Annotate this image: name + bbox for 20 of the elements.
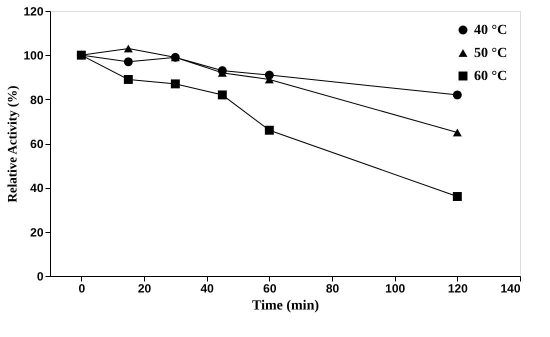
y-tick-label: 40: [30, 181, 44, 196]
y-tick-label: 100: [23, 48, 44, 63]
y-tick-label: 80: [30, 92, 44, 107]
y-tick-label: 20: [30, 225, 44, 240]
x-axis-title: Time (min): [252, 298, 320, 314]
x-tick-label: 140: [500, 282, 521, 296]
x-tick-label: 20: [138, 282, 152, 296]
x-tick-label: 100: [385, 282, 406, 296]
legend-label: 60 °C: [474, 69, 508, 84]
x-tick-label: 80: [326, 282, 340, 296]
y-tick-label: 60: [30, 137, 44, 151]
y-tick-label: 0: [36, 270, 44, 284]
x-tick-label: 40: [200, 282, 214, 296]
legend-label: 40 °C: [474, 23, 508, 38]
y-tick-label: 120: [23, 4, 44, 18]
x-tick-label: 0: [78, 282, 86, 296]
legend-label: 50 °C: [474, 46, 508, 61]
x-tick-label: 120: [448, 282, 468, 296]
x-tick-label: 60: [263, 282, 277, 296]
y-axis-title: Relative Activity (%): [4, 86, 20, 202]
